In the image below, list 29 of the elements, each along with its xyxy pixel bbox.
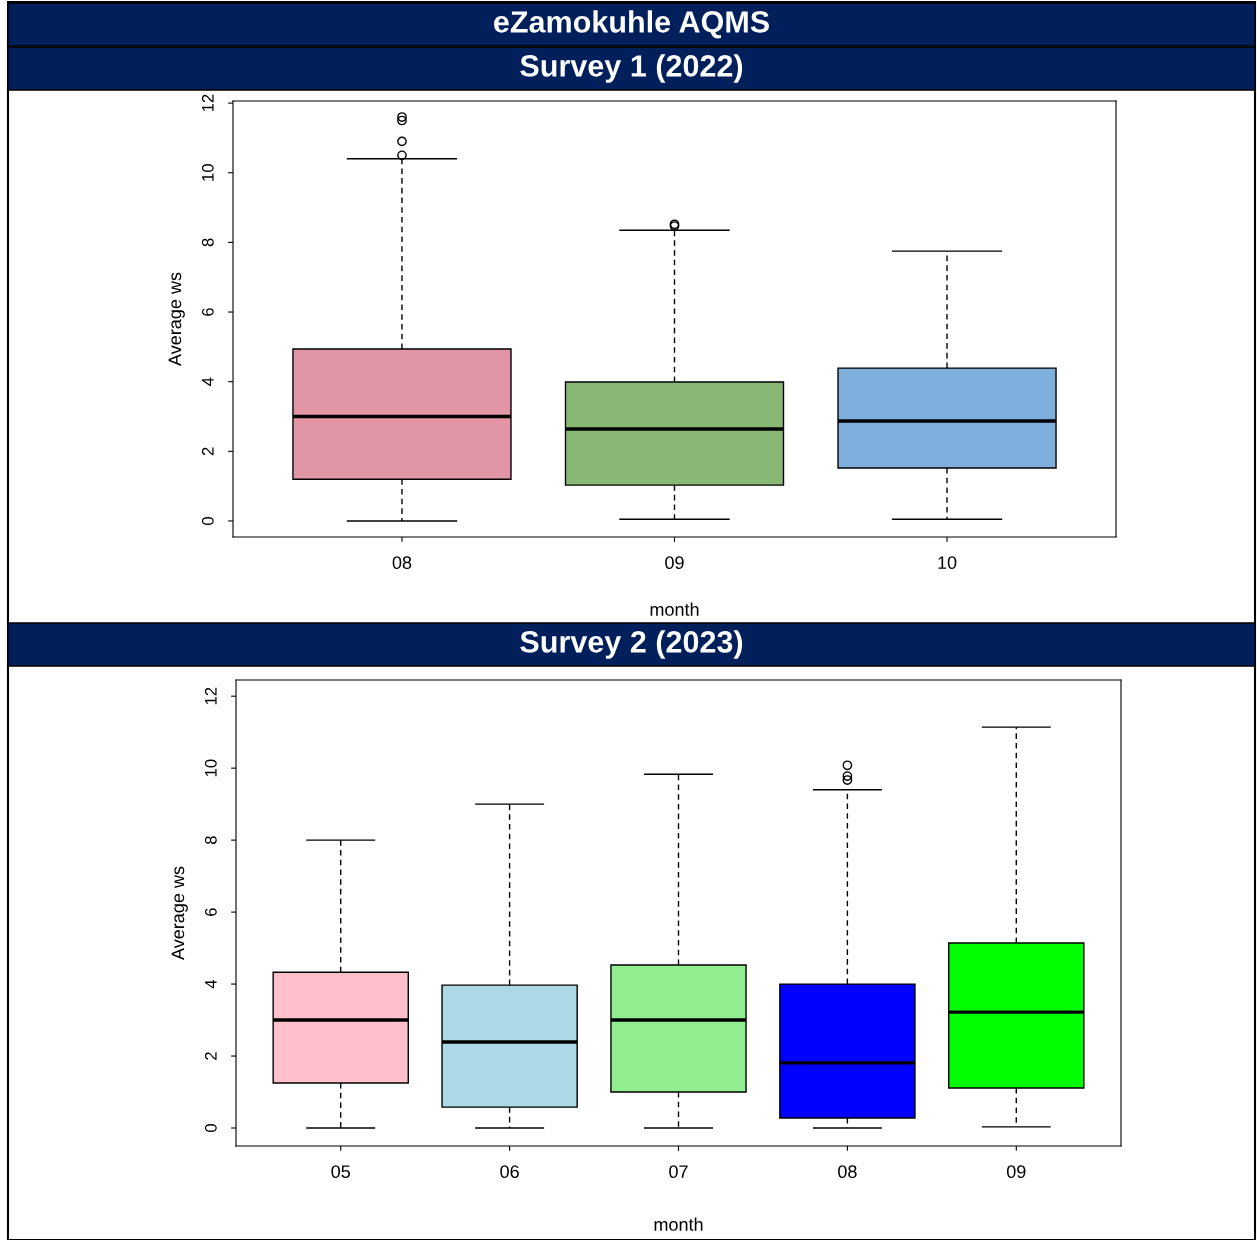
y-tick-label: 12 (204, 687, 217, 705)
x-tick-label: 09 (665, 556, 684, 570)
y-tick-label: 4 (205, 979, 217, 989)
x-tick-label: 10 (938, 556, 957, 570)
y-tick-label: 4 (202, 377, 214, 386)
y-axis-title: Average ws (168, 272, 185, 366)
x-tick-label: 06 (500, 1165, 519, 1179)
y-tick-label: 8 (201, 238, 214, 247)
y-tick-label: 2 (201, 447, 214, 456)
y-tick-label: 10 (204, 759, 217, 777)
y-tick-label: 0 (204, 1124, 217, 1132)
y-tick-label: 12 (201, 94, 214, 112)
x-tick-label: 08 (838, 1165, 857, 1179)
x-tick-label: 05 (331, 1165, 350, 1179)
chart-title: eZamokuhle AQMS (494, 10, 769, 39)
x-axis-title: month (654, 1217, 703, 1231)
x-tick-label: 09 (1006, 1165, 1026, 1179)
y-tick-label: 6 (204, 908, 217, 916)
x-tick-label: 08 (392, 556, 412, 570)
y-tick-label: 10 (201, 164, 214, 181)
chart-subtitle: Survey 1 (2022) (520, 54, 743, 83)
y-axis-title: Average ws (171, 866, 188, 960)
y-tick-label: 2 (204, 1052, 217, 1060)
chart-subtitle: Survey 2 (2023) (520, 630, 743, 659)
y-tick-label: 0 (201, 517, 214, 525)
y-tick-label: 6 (201, 308, 214, 316)
x-axis-title: month (650, 602, 699, 616)
x-tick-label: 07 (669, 1165, 688, 1179)
y-tick-label: 8 (204, 836, 217, 845)
